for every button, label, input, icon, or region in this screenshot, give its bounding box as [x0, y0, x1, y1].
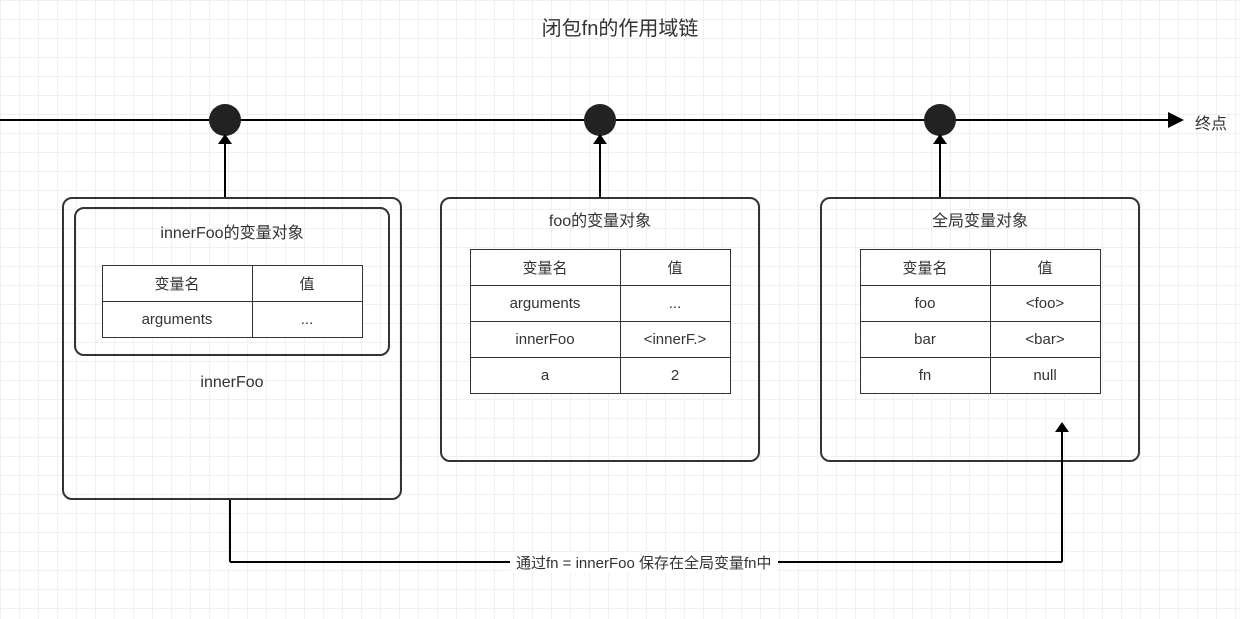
inner-box: innerFoo的变量对象 变量名值arguments... [74, 207, 390, 356]
diagram-title: 闭包fn的作用域链 [0, 12, 1240, 41]
table-row: fnnull [860, 358, 1100, 394]
table-cell: <bar> [990, 322, 1100, 358]
box-title: 全局变量对象 [822, 207, 1138, 231]
table-header: 变量名 [102, 266, 252, 302]
diagram-stage: 闭包fn的作用域链 终点 innerFoo的变量对象 变量名值arguments… [0, 0, 1240, 619]
connector-label: 通过fn = innerFoo 保存在全局变量fn中 [510, 552, 778, 573]
table-row: innerFoo<innerF.> [470, 322, 730, 358]
box-title: innerFoo的变量对象 [88, 219, 376, 243]
arrow-up-icon [224, 144, 226, 197]
table-header: 值 [620, 250, 730, 286]
table-cell: <innerF.> [620, 322, 730, 358]
scope-box-foo: foo的变量对象 变量名值arguments...innerFoo<innerF… [440, 197, 760, 462]
table-cell: <foo> [990, 286, 1100, 322]
table-cell: bar [860, 322, 990, 358]
connector-arrow-up-icon [1061, 432, 1063, 562]
table-cell: arguments [102, 302, 252, 338]
table-cell: ... [252, 302, 362, 338]
chain-node [209, 104, 241, 136]
arrow-up-icon [599, 144, 601, 197]
table-cell: innerFoo [470, 322, 620, 358]
chain-node [584, 104, 616, 136]
table-cell: fn [860, 358, 990, 394]
table-row: arguments... [102, 302, 362, 338]
chain-arrowhead-icon [1168, 112, 1184, 128]
box-title: foo的变量对象 [442, 207, 758, 231]
scope-box-global: 全局变量对象 变量名值foo<foo>bar<bar>fnnull [820, 197, 1140, 462]
table-header: 变量名 [860, 250, 990, 286]
variable-table: 变量名值arguments...innerFoo<innerF.>a2 [470, 249, 731, 394]
table-row: bar<bar> [860, 322, 1100, 358]
end-label: 终点 [1195, 110, 1227, 134]
table-row: arguments... [470, 286, 730, 322]
table-cell: null [990, 358, 1100, 394]
chain-node [924, 104, 956, 136]
box-footer: innerFoo [64, 374, 400, 392]
table-cell: arguments [470, 286, 620, 322]
table-header: 变量名 [470, 250, 620, 286]
variable-table: 变量名值foo<foo>bar<bar>fnnull [860, 249, 1101, 394]
scope-box-innerfoo: innerFoo的变量对象 变量名值arguments... innerFoo [62, 197, 402, 500]
table-row: foo<foo> [860, 286, 1100, 322]
table-header: 值 [990, 250, 1100, 286]
variable-table: 变量名值arguments... [102, 265, 363, 338]
table-row: a2 [470, 358, 730, 394]
table-cell: foo [860, 286, 990, 322]
table-cell: ... [620, 286, 730, 322]
arrow-up-icon [939, 144, 941, 197]
table-cell: a [470, 358, 620, 394]
connector-segment [229, 500, 231, 562]
table-cell: 2 [620, 358, 730, 394]
table-header: 值 [252, 266, 362, 302]
